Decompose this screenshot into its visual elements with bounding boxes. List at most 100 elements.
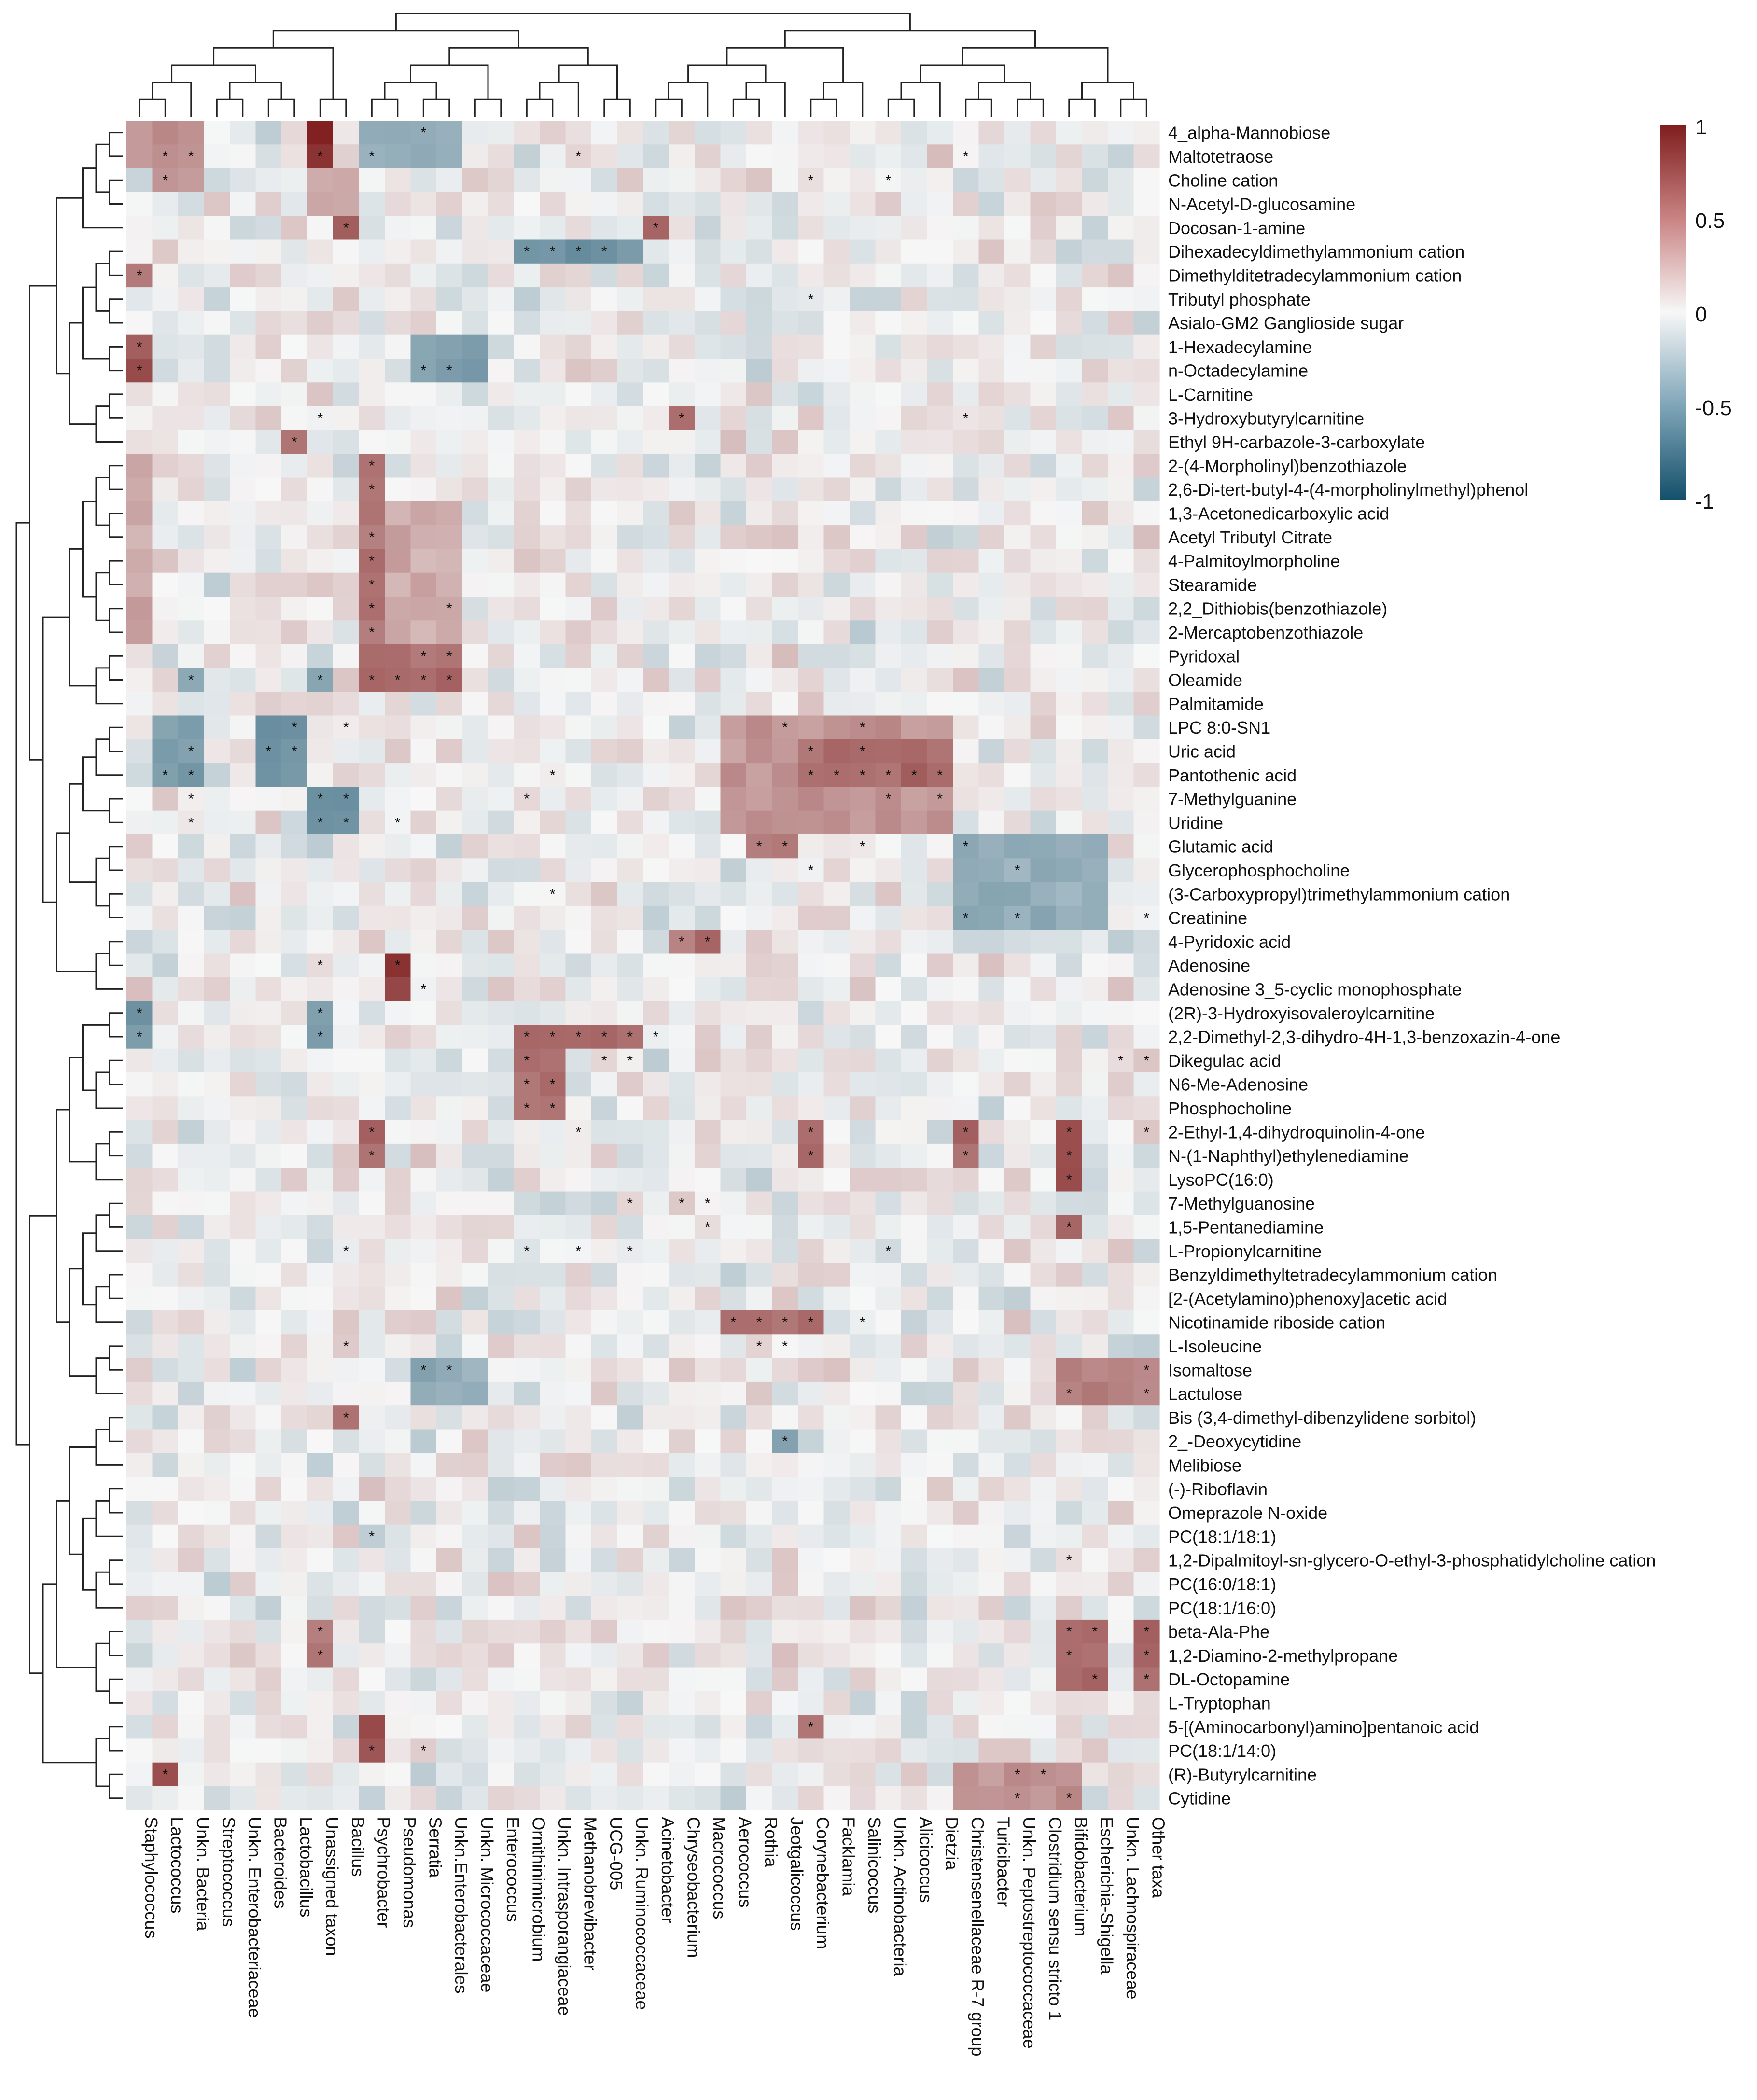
heatmap-cell — [823, 1001, 850, 1025]
heatmap-cell — [307, 1025, 334, 1049]
heatmap-cell — [281, 1120, 308, 1144]
heatmap-cell — [385, 1429, 411, 1454]
heatmap-cell — [488, 1619, 515, 1644]
heatmap-cell — [1056, 787, 1083, 811]
heatmap-cell — [359, 1001, 385, 1025]
row-label: (-)-Riboflavin — [1168, 1479, 1268, 1499]
heatmap-cell — [359, 882, 385, 906]
heatmap-cell — [927, 834, 953, 859]
heatmap-cell — [953, 239, 979, 264]
heatmap-cell — [772, 787, 798, 811]
heatmap-cell — [230, 1381, 256, 1406]
heatmap-cell — [126, 1405, 153, 1430]
heatmap-cell — [617, 1477, 643, 1501]
heatmap-cell — [978, 858, 1005, 883]
heatmap-cell — [385, 1334, 411, 1359]
heatmap-cell — [540, 1215, 566, 1239]
heatmap-cell — [1133, 1358, 1160, 1382]
heatmap-cell — [927, 1643, 953, 1668]
heatmap-cell — [953, 1738, 979, 1763]
significance-star: * — [343, 815, 349, 831]
heatmap-cell — [695, 1572, 721, 1597]
heatmap-cell — [436, 477, 463, 502]
heatmap-cell — [1030, 1072, 1057, 1097]
heatmap-cell — [720, 1381, 747, 1406]
heatmap-cell — [488, 525, 515, 549]
heatmap-cell — [565, 977, 592, 1001]
heatmap-cell — [901, 359, 928, 383]
heatmap-cell — [1082, 1715, 1108, 1739]
heatmap-cell — [307, 334, 334, 359]
heatmap-cell — [307, 620, 334, 645]
heatmap-cell — [126, 834, 153, 859]
heatmap-cell — [462, 1215, 488, 1239]
heatmap-cell — [1004, 1191, 1031, 1216]
heatmap-cell — [436, 810, 463, 835]
heatmap-cell — [1082, 787, 1108, 811]
heatmap-cell — [152, 1072, 179, 1097]
heatmap-cell — [281, 334, 308, 359]
heatmap-cell — [695, 715, 721, 740]
heatmap-cell — [1133, 406, 1160, 431]
heatmap-cell — [1133, 216, 1160, 240]
heatmap-cell — [1133, 763, 1160, 787]
significance-star: * — [265, 743, 271, 759]
heatmap-cell — [488, 1453, 515, 1477]
heatmap-cell — [978, 1596, 1005, 1620]
significance-star: * — [395, 672, 401, 688]
heatmap-cell — [178, 620, 205, 645]
heatmap-cell — [798, 1310, 824, 1335]
heatmap-cell — [488, 953, 515, 978]
heatmap-cell — [617, 1501, 643, 1525]
heatmap-cell — [436, 1191, 463, 1216]
heatmap-cell — [540, 1168, 566, 1192]
heatmap-cell — [514, 1643, 540, 1668]
row-label: Adenosine — [1168, 956, 1250, 975]
heatmap-cell — [617, 810, 643, 835]
heatmap-cell — [565, 382, 592, 407]
heatmap-cell — [307, 597, 334, 621]
heatmap-cell — [1004, 239, 1031, 264]
dendrogram-branch — [109, 1059, 123, 1085]
heatmap-cell — [385, 525, 411, 549]
heatmap-cell — [823, 763, 850, 787]
row-label: 2-(4-Morpholinyl)benzothiazole — [1168, 456, 1407, 476]
heatmap-cell — [333, 905, 360, 930]
heatmap-cell — [695, 1429, 721, 1454]
heatmap-cell — [1082, 1429, 1108, 1454]
heatmap-cell — [255, 1524, 282, 1549]
heatmap-cell — [669, 311, 695, 335]
heatmap-cell — [772, 905, 798, 930]
heatmap-cell — [281, 216, 308, 240]
heatmap-cell — [1082, 620, 1108, 645]
heatmap-cell — [565, 858, 592, 883]
heatmap-cell — [178, 953, 205, 978]
heatmap-cell — [695, 858, 721, 883]
heatmap-cell — [1108, 1239, 1134, 1263]
heatmap-cell — [462, 263, 488, 288]
heatmap-cell — [1133, 1381, 1160, 1406]
heatmap-cell — [1056, 287, 1083, 311]
heatmap-cell — [178, 1168, 205, 1192]
heatmap-cell — [436, 216, 463, 240]
heatmap-cell — [1108, 1738, 1134, 1763]
heatmap-cell — [746, 1548, 773, 1572]
heatmap-cell — [565, 1072, 592, 1097]
heatmap-cell — [488, 1143, 515, 1168]
heatmap-cell — [978, 953, 1005, 978]
heatmap-cell — [617, 334, 643, 359]
heatmap-cell — [230, 192, 256, 216]
heatmap-cell — [385, 501, 411, 526]
heatmap-cell — [850, 1548, 876, 1572]
heatmap-cell — [901, 1048, 928, 1073]
heatmap-cell — [565, 953, 592, 978]
heatmap-cell — [669, 882, 695, 906]
heatmap-cell — [823, 382, 850, 407]
heatmap-cell — [410, 192, 437, 216]
heatmap-cell — [462, 1643, 488, 1668]
heatmap-cell — [927, 549, 953, 573]
heatmap-cell — [462, 810, 488, 835]
heatmap-cell — [875, 1715, 902, 1739]
heatmap-cell — [875, 168, 902, 193]
heatmap-cell — [1056, 1643, 1083, 1668]
